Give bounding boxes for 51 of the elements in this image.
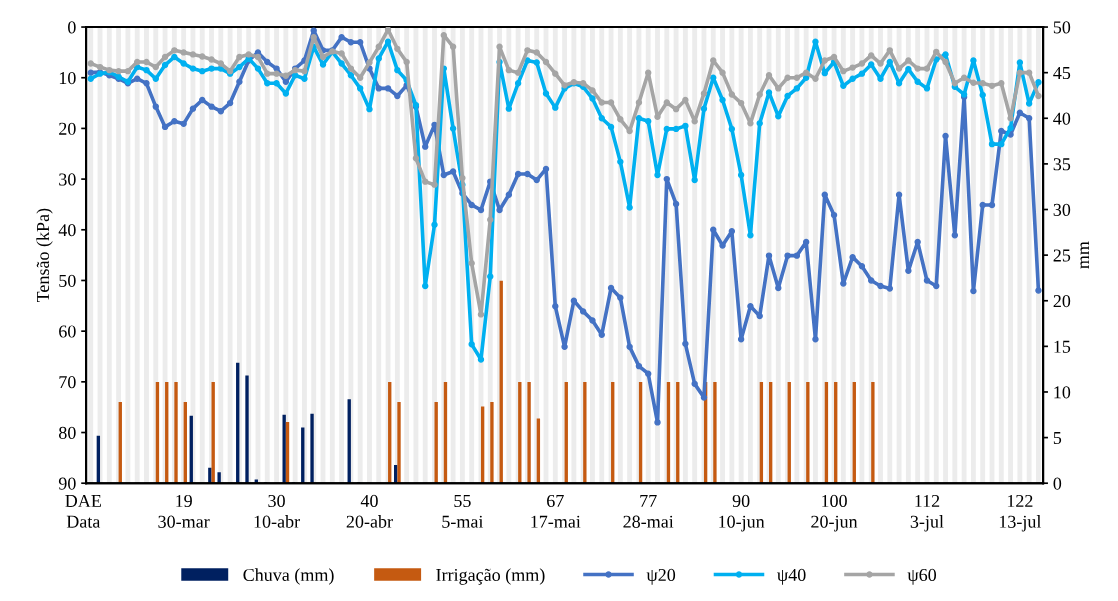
x-tick-label: 67 17-mai <box>531 494 581 528</box>
y-tick-label: 40 <box>58 224 76 237</box>
x-tick-label: 112 3-jul <box>910 494 944 532</box>
bar <box>806 381 810 484</box>
bar <box>713 381 717 484</box>
y-tick-label: 30 <box>59 173 76 186</box>
y-tick-label: 50 <box>59 274 76 287</box>
legend-label: ψ60 <box>907 568 937 585</box>
legend-label: ψ20 <box>646 568 676 585</box>
bar <box>527 381 531 484</box>
y-tick-label: 0 <box>68 21 76 34</box>
y2-tick-label: 5 <box>1053 432 1062 445</box>
y-tick-label: 10 <box>59 71 76 85</box>
legend-label: ψ40 <box>777 568 806 585</box>
legend-label: Chuva (mm) <box>243 568 334 585</box>
y-tick-label: 20 <box>59 122 76 135</box>
y-axis-title: Tensão (kPa) <box>36 208 53 303</box>
y-tick-label: 60 <box>59 325 76 338</box>
y2-axis-title: mm <box>1080 241 1089 269</box>
y2-tick-label: 45 <box>1053 67 1071 80</box>
legend-label: Irrigação (mm) <box>436 568 545 585</box>
bar <box>397 402 401 484</box>
y2-tick-label: 15 <box>1054 340 1071 353</box>
y2-tick-label: 40 <box>1053 112 1071 125</box>
x-tick-label: 122 13-jul <box>999 494 1042 532</box>
x-tick-label: 77 28-mai <box>623 495 674 528</box>
y2-tick-label: 30 <box>1053 203 1071 216</box>
bar <box>871 381 875 484</box>
y2-tick-label: 25 <box>1053 249 1071 262</box>
y2-tick-label: 20 <box>1053 295 1071 308</box>
y2-tick-label: 10 <box>1054 386 1071 399</box>
y2-tick-label: 0 <box>1053 477 1062 490</box>
y-tick-label: 90 <box>58 477 76 490</box>
y2-tick-label: 50 <box>1053 21 1071 34</box>
x-tick-label: 19 30-mar <box>158 494 210 528</box>
x-tick-label: 30 10-abr <box>254 494 300 528</box>
text: DAE Data <box>65 494 101 528</box>
bar <box>208 467 212 484</box>
bar <box>174 381 178 484</box>
x-tick-label: 100 20-jun <box>811 494 858 532</box>
bar <box>217 472 221 484</box>
bar <box>490 402 494 484</box>
x-tick-label: 40 20-abr <box>346 494 393 528</box>
x-tick-label: 90 10-jun <box>719 494 765 532</box>
y-tick-label: 80 <box>59 426 76 439</box>
bar <box>245 375 249 484</box>
y-tick-label: 70 <box>59 376 76 389</box>
y2-tick-label: 35 <box>1053 158 1071 171</box>
bar <box>310 413 314 484</box>
bar <box>583 381 587 484</box>
x-tick-label: 55 5-mai <box>442 495 484 528</box>
